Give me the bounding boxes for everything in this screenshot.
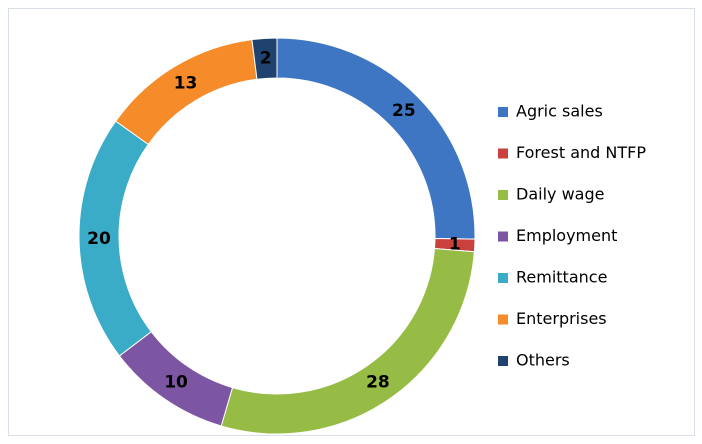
legend-swatch: [498, 148, 508, 159]
legend-swatch: [498, 190, 508, 200]
data-label: 1: [449, 234, 461, 254]
slice: [251, 37, 278, 80]
data-label: 25: [392, 101, 416, 121]
legend-label: Enterprises: [516, 309, 607, 328]
legend-label: Remittance: [516, 268, 607, 287]
data-label: 28: [366, 373, 390, 393]
data-label: 20: [87, 229, 111, 249]
data-label: 10: [164, 373, 188, 393]
legend-label: Agric sales: [516, 102, 603, 121]
legend-swatch: [498, 231, 508, 242]
legend-label: Others: [516, 351, 570, 370]
legend-swatch: [498, 273, 508, 283]
legend-swatch: [498, 107, 508, 117]
legend-label: Employment: [516, 226, 617, 245]
legend-swatch: [498, 356, 508, 366]
data-label: 13: [174, 73, 198, 93]
legend-label: Daily wage: [516, 185, 604, 204]
legend-label: Forest and NTFP: [516, 143, 646, 162]
legend-swatch: [498, 314, 508, 325]
data-label: 2: [260, 48, 272, 68]
